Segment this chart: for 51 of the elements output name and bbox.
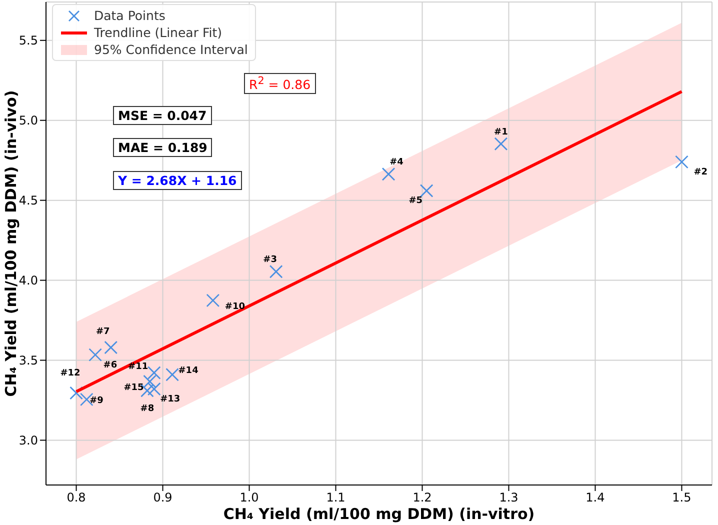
annotation: #12 <box>60 368 80 379</box>
annotation: #7 <box>96 326 110 337</box>
annotation: #6 <box>103 360 118 370</box>
point <box>206 294 220 308</box>
point <box>494 137 508 151</box>
annotation: #1 <box>494 127 508 138</box>
x-tick-label: 0.8 <box>66 490 86 505</box>
legend-label: Data Points <box>94 7 166 24</box>
annotation: MAE = 0.189 <box>113 138 212 157</box>
annotation: #8 <box>140 404 154 414</box>
point <box>104 340 118 354</box>
annotation: Y = 2.68X + 1.16 <box>113 171 242 190</box>
annotation: #2 <box>694 167 708 178</box>
x-tick-label: 1.4 <box>586 490 605 505</box>
annotation: #14 <box>178 366 198 376</box>
point <box>147 366 161 380</box>
annotation: #10 <box>224 302 246 312</box>
y-tick-label: 3.5 <box>18 354 38 368</box>
x-axis-title: CH₄ Yield (ml/100 mg DDM) (in-vitro) <box>223 505 535 523</box>
annotation: #13 <box>160 394 180 405</box>
annotation: R$^{2}$ = 0.86 <box>244 73 316 94</box>
point <box>88 348 102 362</box>
point <box>147 382 161 396</box>
y-tick-label: 4.5 <box>18 194 38 208</box>
x-tick-label: 0.9 <box>153 490 172 505</box>
annotation: #3 <box>263 255 277 266</box>
annotation: #9 <box>90 396 104 406</box>
annotation: #5 <box>408 196 423 206</box>
y-tick-label: 4.0 <box>18 274 38 288</box>
point <box>166 368 179 382</box>
annotation: 95% Confidence Interval <box>94 41 248 58</box>
x-tick-label: 1.0 <box>240 490 259 505</box>
point <box>269 264 283 278</box>
x-tick-label: 1.3 <box>499 490 518 505</box>
annotation: #15 <box>124 382 144 393</box>
annotation: #11 <box>128 362 148 372</box>
y-tick-label: 3.0 <box>18 433 38 448</box>
x-tick-label: 1.1 <box>326 490 346 505</box>
point <box>382 167 396 181</box>
x-tick-label: 1.5 <box>672 490 692 505</box>
y-tick-label: 5.0 <box>18 114 38 128</box>
x-tick-label: 1.2 <box>412 490 432 505</box>
legend-label: Trendline (Linear Fit) <box>94 24 222 41</box>
y-tick-label: 5.5 <box>18 34 38 48</box>
annotation: MSE = 0.047 <box>113 106 212 125</box>
point <box>675 155 688 169</box>
point <box>70 386 83 400</box>
annotation: #4 <box>390 158 404 168</box>
point <box>143 374 156 388</box>
point <box>420 184 434 198</box>
y-axis-title: CH₄ Yield (ml/100 mg DDM) (in-vivo) <box>2 90 20 397</box>
